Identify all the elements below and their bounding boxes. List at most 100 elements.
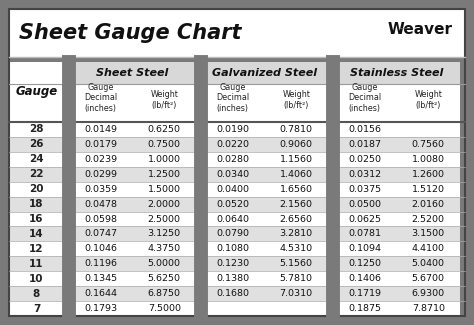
Text: Gauge
Decimal
(inches): Gauge Decimal (inches) [84,83,117,113]
Text: 1.2500: 1.2500 [148,170,181,179]
Text: 2.0160: 2.0160 [412,200,445,209]
Bar [9,197,64,212]
Bar [9,137,64,152]
Bar [333,301,460,316]
Text: 0.0747: 0.0747 [84,229,117,239]
Bar [201,256,328,271]
Text: 0.1345: 0.1345 [84,274,117,283]
Bar [201,152,328,167]
Text: 0.0790: 0.0790 [216,229,249,239]
Bar [9,212,64,227]
Text: 1.0080: 1.0080 [412,155,445,164]
Text: 7.0310: 7.0310 [280,289,313,298]
Text: 0.0640: 0.0640 [216,214,249,224]
Bar [201,271,328,286]
Bar [333,212,460,227]
Bar [333,137,460,152]
Text: 0.1196: 0.1196 [84,259,117,268]
Text: 0.0340: 0.0340 [216,170,249,179]
Bar [9,167,64,182]
Bar [9,227,64,241]
Text: 5.1560: 5.1560 [280,259,313,268]
Text: 8: 8 [33,289,40,299]
Text: 1.2600: 1.2600 [412,170,445,179]
Text: Sheet Gauge Chart: Sheet Gauge Chart [19,23,241,43]
Bar [9,271,64,286]
Bar [69,271,196,286]
Bar [333,62,460,84]
Text: 0.0220: 0.0220 [216,140,249,149]
Text: 0.1793: 0.1793 [84,304,117,313]
Bar [333,122,460,137]
Text: 7.8710: 7.8710 [412,304,445,313]
Text: 1.1560: 1.1560 [280,155,313,164]
Text: 1.0000: 1.0000 [148,155,181,164]
Text: 0.0250: 0.0250 [348,155,381,164]
Text: 10: 10 [29,274,44,284]
Text: 0.0375: 0.0375 [348,185,381,194]
Text: ——: —— [398,25,412,31]
Bar [69,84,196,122]
Text: 0.0179: 0.0179 [84,140,117,149]
Bar [333,182,460,197]
Bar [201,197,328,212]
Text: 0.1046: 0.1046 [84,244,117,254]
Text: Weaver: Weaver [388,22,453,37]
Bar [9,286,64,301]
Text: 2.0000: 2.0000 [148,200,181,209]
Text: 0.0280: 0.0280 [216,155,249,164]
Text: 0.0156: 0.0156 [348,125,381,134]
Text: 0.0299: 0.0299 [84,170,117,179]
Bar [9,241,64,256]
Text: Weight
(lb/ft²): Weight (lb/ft²) [414,90,442,110]
Text: 0.1230: 0.1230 [216,259,249,268]
Bar [69,241,196,256]
Bar [201,167,328,182]
Bar [9,57,465,62]
Text: Gauge: Gauge [15,85,58,98]
Text: Weight
(lb/ft²): Weight (lb/ft²) [150,90,178,110]
Text: 0.1080: 0.1080 [216,244,249,254]
Text: 28: 28 [29,124,44,135]
Text: 2.5200: 2.5200 [412,214,445,224]
Bar [69,122,196,137]
Text: 1.5000: 1.5000 [148,185,181,194]
Text: 0.1406: 0.1406 [348,274,381,283]
Text: 0.0312: 0.0312 [348,170,381,179]
Text: 3.1250: 3.1250 [148,229,181,239]
Bar [9,152,64,167]
Bar [333,286,460,301]
Text: 0.1094: 0.1094 [348,244,381,254]
Text: Gauge
Decimal
(inches): Gauge Decimal (inches) [348,83,381,113]
Text: 1.4060: 1.4060 [280,170,313,179]
Text: 6.8750: 6.8750 [148,289,181,298]
Text: 0.6250: 0.6250 [148,125,181,134]
Text: 0.0239: 0.0239 [84,155,117,164]
Text: 1.5120: 1.5120 [412,185,445,194]
Text: 0.1250: 0.1250 [348,259,381,268]
Text: 11: 11 [29,259,44,269]
Text: 5.6250: 5.6250 [148,274,181,283]
Bar [9,256,64,271]
Bar [333,256,460,271]
Text: Gauge
Decimal
(inches): Gauge Decimal (inches) [216,83,249,113]
Text: 14: 14 [29,229,44,239]
Text: 0.7560: 0.7560 [412,140,445,149]
Bar [201,241,328,256]
Text: 0.0625: 0.0625 [348,214,381,224]
Text: 5.0400: 5.0400 [412,259,445,268]
Bar [333,271,460,286]
Bar [69,256,196,271]
Text: 3.1500: 3.1500 [412,229,445,239]
Text: 12: 12 [29,244,44,254]
Bar [201,137,328,152]
Bar [333,197,460,212]
Text: 7.5000: 7.5000 [148,304,181,313]
Bar [9,301,64,316]
Text: 0.0781: 0.0781 [348,229,381,239]
Text: 0.0359: 0.0359 [84,185,117,194]
Text: 0.1719: 0.1719 [348,289,381,298]
Text: 0.0500: 0.0500 [348,200,381,209]
Bar [201,227,328,241]
Text: 0.0478: 0.0478 [84,200,117,209]
